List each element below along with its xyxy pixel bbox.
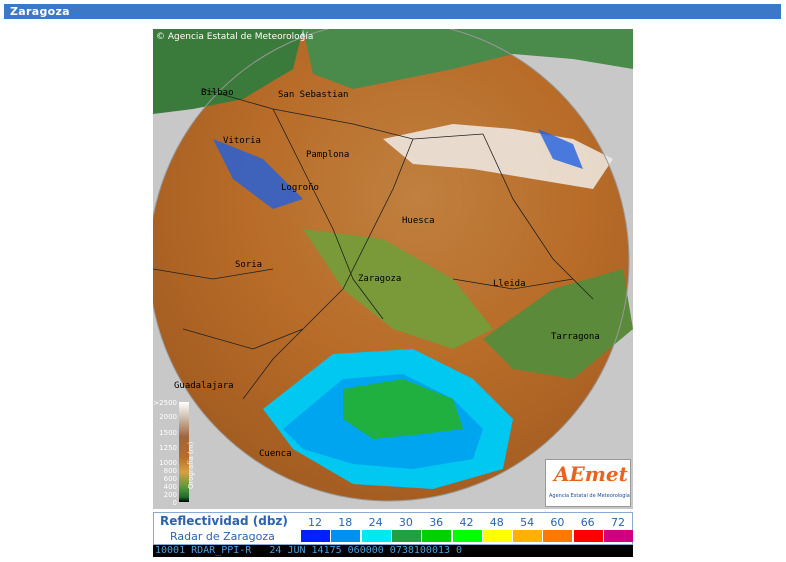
radar-name: Radar de Zaragoza <box>170 530 275 543</box>
reflectivity-swatch <box>482 530 512 542</box>
reflectivity-value: 24 <box>368 516 383 529</box>
orography-legend: >2500 2000 1500 1250 1000 800 600 400 20… <box>153 399 199 509</box>
radar-map: © Agencia Estatal de Meteorología Bilbao… <box>153 29 633 509</box>
reflectivity-swatch <box>301 530 330 542</box>
aemet-logo-subtitle: Agencia Estatal de Meteorología <box>549 493 630 499</box>
city-pamplona: Pamplona <box>306 150 350 160</box>
aemet-logo-text: AEmet <box>554 462 628 486</box>
province-borders <box>153 88 594 400</box>
orography-color-bar <box>179 402 189 502</box>
reflectivity-value: 72 <box>611 516 625 529</box>
page-title: Zaragoza <box>10 5 70 18</box>
reflectivity-title: Reflectividad (dbz) <box>160 514 288 528</box>
reflectivity-swatch <box>573 530 603 542</box>
oro-tick: >2500 <box>153 399 177 407</box>
title-bar: Zaragoza <box>4 4 781 19</box>
city-huesca: Huesca <box>402 216 435 226</box>
reflectivity-swatch <box>543 530 573 542</box>
city-lleida: Lleida <box>493 279 526 289</box>
oro-tick: 1250 <box>159 444 177 452</box>
ebro-valley <box>303 229 493 349</box>
cantabrian-coast <box>153 29 303 114</box>
orography-title: Orografía (m) <box>187 441 195 489</box>
map-credit: © Agencia Estatal de Meteorología <box>156 32 314 42</box>
city-guadalajara: Guadalajara <box>174 381 234 391</box>
oro-tick: 1000 <box>159 459 177 467</box>
catalan-lowlands <box>483 269 633 379</box>
city-vitoria: Vitoria <box>223 136 261 146</box>
reflectivity-swatch <box>452 530 482 542</box>
city-bilbao: Bilbao <box>201 88 234 98</box>
city-soria: Soria <box>235 260 263 270</box>
reflectivity-swatch <box>604 530 633 542</box>
reflectivity-value: 66 <box>580 516 595 529</box>
north-lowlands <box>303 29 633 89</box>
precip-pyrenees <box>538 129 583 169</box>
reflectivity-value: 54 <box>520 516 535 529</box>
reflectivity-swatch <box>391 530 421 542</box>
reflectivity-value: 48 <box>489 516 504 529</box>
oro-tick: 600 <box>163 475 177 483</box>
city-zaragoza: Zaragoza <box>358 274 402 284</box>
reflectivity-value: 36 <box>429 516 444 529</box>
city-logrono: Logroño <box>281 183 319 193</box>
map-graphic <box>153 29 633 509</box>
status-text: 10001 RDAR_PPI-R 24 JUN 14175 060000 073… <box>155 545 463 556</box>
reflectivity-value: 42 <box>459 516 474 529</box>
reflectivity-scale: Reflectividad (dbz) Radar de Zaragoza 12… <box>153 512 633 545</box>
reflectivity-value: 12 <box>308 516 322 529</box>
oro-tick: 200 <box>163 491 177 499</box>
city-san-sebastian: San Sebastian <box>278 90 349 100</box>
oro-tick: 0 <box>172 499 177 507</box>
reflectivity-value: 18 <box>338 516 353 529</box>
precip-northwest <box>213 139 303 209</box>
city-cuenca: Cuenca <box>259 449 292 459</box>
reflectivity-swatch <box>361 530 391 542</box>
reflectivity-swatch <box>422 530 452 542</box>
oro-tick: 400 <box>163 483 177 491</box>
reflectivity-value: 60 <box>550 516 565 529</box>
status-line: 10001 RDAR_PPI-R 24 JUN 14175 060000 073… <box>153 545 633 557</box>
oro-tick: 800 <box>163 467 177 475</box>
radar-range-ring <box>153 29 630 502</box>
reflectivity-swatch <box>513 530 543 542</box>
reflectivity-swatch <box>331 530 361 542</box>
oro-tick: 2000 <box>159 413 177 421</box>
reflectivity-value: 30 <box>398 516 413 529</box>
aemet-logo: AEmet Agencia Estatal de Meteorología <box>545 459 631 507</box>
precip-green <box>343 379 463 439</box>
city-tarragona: Tarragona <box>551 332 600 342</box>
oro-tick: 1500 <box>159 429 177 437</box>
